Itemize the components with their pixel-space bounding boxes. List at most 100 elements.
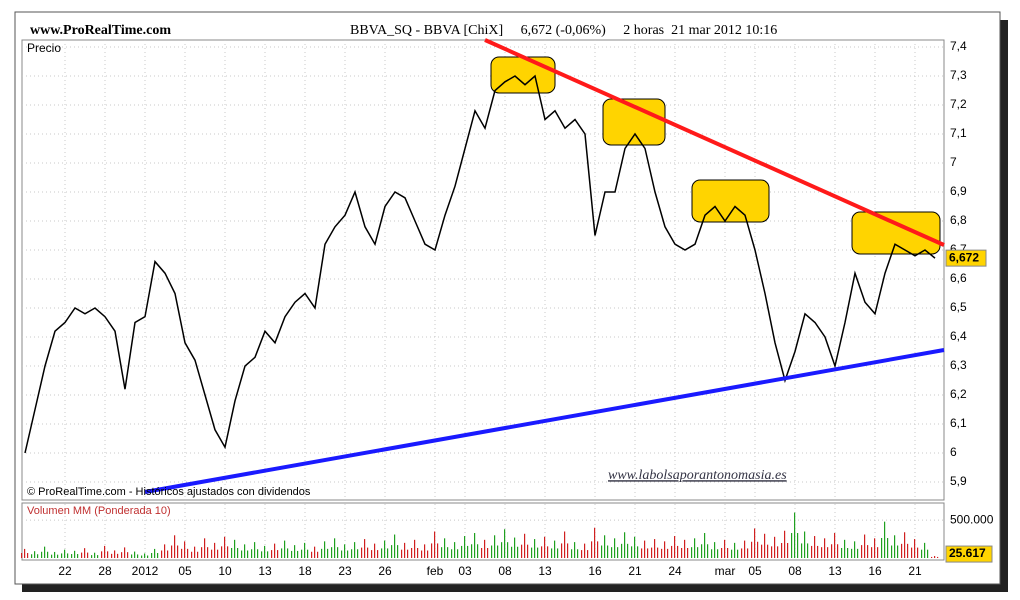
volume-bar: [184, 541, 186, 558]
volume-bar: [347, 550, 349, 558]
volume-bar: [51, 554, 53, 558]
y-tick-label: 6,8: [950, 213, 967, 227]
volume-bar: [527, 544, 529, 558]
volume-bar: [391, 545, 393, 558]
volume-bar: [314, 546, 316, 558]
y-tick-label: 6,5: [950, 300, 967, 314]
highlight-box: [691, 179, 770, 223]
volume-bar: [581, 550, 583, 558]
y-tick-label: 7,1: [950, 126, 967, 140]
volume-bar: [494, 535, 496, 558]
x-tick-label: 2012: [132, 564, 159, 578]
volume-bar: [867, 545, 869, 558]
volume-bar: [721, 548, 723, 558]
x-tick-label: 21: [908, 564, 922, 578]
volume-bar: [751, 541, 753, 558]
volume-bar: [604, 535, 606, 558]
volume-bar: [854, 541, 856, 558]
title: BBVA_SQ - BBVA [ChiX] 6,672 (-0,06%) 2 h…: [350, 23, 777, 38]
volume-bar: [31, 554, 33, 558]
y-tick-label: 5,9: [950, 474, 967, 488]
volume-bar: [431, 543, 433, 558]
volume-bar: [444, 538, 446, 558]
volume-bar: [397, 545, 399, 558]
volume-bar: [297, 550, 299, 558]
volume-bar: [447, 547, 449, 558]
x-tick-label: 26: [378, 564, 392, 578]
volume-bar: [71, 554, 73, 558]
volume-bar: [547, 546, 549, 558]
volume-bar: [471, 544, 473, 558]
volume-bar: [851, 548, 853, 558]
highlight-box: [490, 56, 556, 94]
volume-bar: [27, 553, 29, 558]
volume-bar: [537, 547, 539, 558]
volume-bar: [177, 545, 179, 558]
volume-bar: [917, 547, 919, 558]
volume-bar: [261, 551, 263, 558]
volume-bar: [921, 549, 923, 558]
volume-bar: [691, 547, 693, 558]
volume-bar: [441, 547, 443, 558]
volume-bar: [414, 539, 416, 558]
volume-bar: [111, 553, 113, 558]
volume-bar: [764, 533, 766, 558]
volume-bar: [281, 548, 283, 558]
volume-bar: [251, 549, 253, 558]
volume-bar: [887, 538, 889, 558]
volume-bar: [674, 536, 676, 558]
volume-bar: [737, 549, 739, 558]
volume-bar: [144, 553, 146, 558]
x-tick-label: 08: [788, 564, 802, 578]
volume-bar: [717, 549, 719, 558]
volume-bar: [634, 536, 636, 558]
volume-bar: [661, 548, 663, 558]
volume-bar: [524, 533, 526, 558]
volume-bar: [577, 549, 579, 558]
volume-bar: [171, 545, 173, 558]
volume-bar: [571, 549, 573, 558]
volume-bar: [831, 544, 833, 558]
volume-bar: [267, 551, 269, 558]
volume-bar: [247, 550, 249, 558]
volume-bar: [621, 543, 623, 558]
volume-bar: [257, 549, 259, 558]
volume-bar: [517, 546, 519, 558]
volume-bar: [357, 549, 359, 558]
volume-bar: [41, 551, 43, 558]
volume-bar: [214, 542, 216, 558]
volume-bar: [97, 555, 99, 558]
volume-bar: [341, 550, 343, 558]
volume-bar: [654, 539, 656, 558]
x-tick-label: 22: [58, 564, 72, 578]
price-line: [24, 74, 936, 454]
volume-bar: [844, 539, 846, 558]
volume-bar: [164, 544, 166, 558]
volume-bar: [54, 551, 56, 558]
volume-bar: [624, 532, 626, 558]
volume-bar: [794, 512, 796, 558]
volume-bar: [181, 548, 183, 558]
volume-bar: [151, 553, 153, 558]
volume-bar: [274, 543, 276, 558]
volume-bar: [741, 548, 743, 558]
y-tick-label: 7,2: [950, 97, 967, 111]
volume-bar: [554, 540, 556, 558]
volume-bar: [147, 555, 149, 558]
volume-bar: [381, 548, 383, 558]
volume-bar: [781, 543, 783, 558]
volume-bar: [611, 547, 613, 558]
volume-bar: [694, 538, 696, 558]
volume-bar: [847, 548, 849, 558]
x-tick-label: 13: [828, 564, 842, 578]
volume-bar: [541, 546, 543, 558]
volume-bar: [481, 548, 483, 558]
volume-bar: [174, 535, 176, 558]
volume-bar: [574, 542, 576, 558]
volume-bar: [277, 550, 279, 558]
volume-bar: [307, 549, 309, 558]
x-tick-label: 18: [298, 564, 312, 578]
x-tick-label: mar: [715, 564, 736, 578]
volume-bar: [891, 545, 893, 558]
